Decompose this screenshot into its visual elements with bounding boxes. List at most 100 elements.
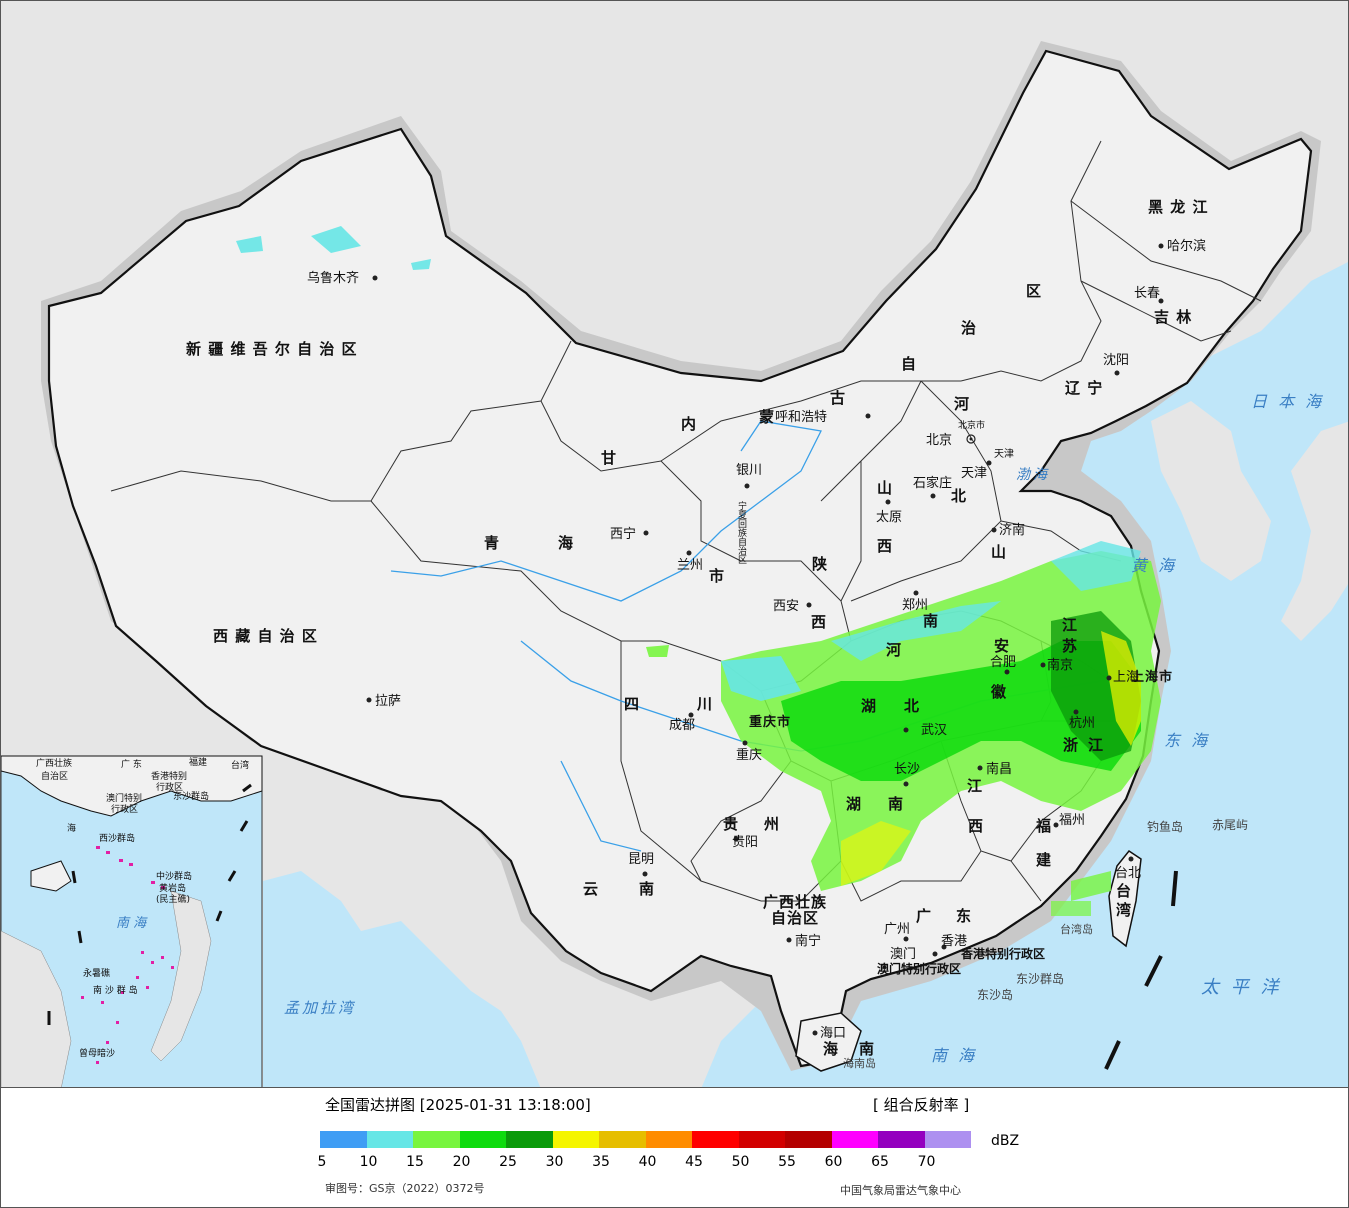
city-shijiazhuang: 石家庄 — [913, 475, 952, 491]
city-markers — [366, 243, 1164, 1036]
legend-tick-label: 65 — [871, 1154, 889, 1170]
city-guangzhou: 广州 — [884, 922, 910, 937]
svg-text:曾母暗沙: 曾母暗沙 — [79, 1047, 115, 1059]
label-yunnan-2: 南 — [639, 880, 655, 898]
label-shaanxi-2: 西 — [811, 613, 827, 631]
svg-text:台湾: 台湾 — [231, 759, 249, 771]
label-taiwan-1: 台 — [1116, 882, 1132, 900]
label-chongqing: 重庆市 — [749, 714, 791, 730]
inset-labels: 广西壮族 自治区 广 东 福建 台湾 海 香港特别 行政区 澳门特别 行政区 东… — [36, 756, 249, 1059]
svg-text:广 东: 广 东 — [121, 758, 142, 770]
city-shenyang: 沈阳 — [1103, 353, 1129, 368]
city-guiyang: 贵阳 — [732, 835, 758, 850]
label-beijing-city: 北京市 — [958, 419, 985, 431]
city-lanzhou: 兰州 — [677, 558, 703, 573]
label-sanzhou: 市 — [709, 567, 725, 585]
label-hunan-1: 湖 — [846, 795, 862, 813]
label-jiangsu-2: 苏 — [1062, 637, 1078, 655]
label-jiangsu-1: 江 — [1062, 616, 1078, 634]
city-beijing: 北京 — [926, 433, 952, 448]
label-nmg-4: 自 — [901, 355, 917, 373]
legend-tick-label: 30 — [545, 1154, 564, 1170]
radar-echoes — [236, 226, 1161, 916]
city-haerbin: 哈尔滨 — [1167, 238, 1206, 254]
sea-ribenhai: 日 本 海 — [1251, 392, 1324, 411]
china-land — [47, 49, 1313, 1068]
city-wulumuqi: 乌鲁木齐 — [307, 270, 359, 286]
legend-tick-label: 10 — [359, 1154, 378, 1170]
city-wuhan: 武汉 — [921, 723, 947, 738]
city-zhengzhou: 郑州 — [902, 598, 928, 613]
label-macau-sar: 澳门特别行政区 — [877, 961, 961, 976]
city-chengdu: 成都 — [669, 718, 695, 733]
sea-taipingyang: 太 平 洋 — [1201, 977, 1281, 998]
label-jiangxi-1: 江 — [967, 777, 983, 795]
svg-text:中沙群岛: 中沙群岛 — [156, 870, 192, 882]
label-taiwan-2: 湾 — [1116, 901, 1132, 919]
label-shanxi-1: 山 — [877, 479, 893, 497]
city-xian: 西安 — [773, 599, 799, 614]
label-nmg-6: 区 — [1026, 282, 1042, 300]
legend-tick-label: 60 — [824, 1154, 843, 1170]
legend-swatch — [785, 1131, 832, 1148]
legend-tick-label: 5 — [317, 1154, 327, 1170]
legend-unit: dBZ — [991, 1133, 1020, 1149]
label-henan-2: 南 — [923, 612, 939, 630]
label-zhejiang-2: 江 — [1088, 736, 1104, 754]
city-tianjin: 天津 — [961, 466, 987, 481]
sea-huanghai: 黄 海 — [1131, 556, 1177, 575]
label-nmg-2: 蒙 — [759, 408, 775, 426]
label-fujian-1: 福 — [1035, 817, 1052, 835]
label-nmg-1: 内 — [681, 415, 697, 433]
legend-tick-label: 35 — [592, 1154, 610, 1170]
legend-title: 全国雷达拼图 [2025-01-31 13:18:00] — [325, 1096, 591, 1114]
label-hainan-1: 海 — [823, 1040, 839, 1058]
legend-tick-label: 15 — [406, 1154, 424, 1170]
legend-swatch — [366, 1131, 413, 1148]
label-gansu: 甘 — [601, 449, 617, 467]
legend-color-bar — [320, 1131, 971, 1148]
hainan-island — [795, 1012, 862, 1072]
label-guangdong-2: 东 — [956, 907, 972, 925]
city-nanjing: 南京 — [1047, 657, 1073, 673]
svg-text:澳门特别: 澳门特别 — [106, 792, 142, 804]
label-ningxia: 宁夏回族自治区 — [736, 500, 747, 564]
city-changsha: 长沙 — [894, 762, 920, 777]
label-guangxi-2: 自治区 — [771, 909, 819, 927]
legend-swatch — [599, 1131, 646, 1148]
city-hefei: 合肥 — [990, 655, 1016, 670]
label-guangxi-1: 广西壮族 — [763, 893, 827, 911]
taiwan-island — [1108, 849, 1142, 948]
japan-land — [1281, 421, 1348, 641]
city-nanning: 南宁 — [795, 933, 821, 949]
label-sichuan-2: 川 — [696, 695, 713, 713]
svg-text:南 沙 群 岛: 南 沙 群 岛 — [93, 984, 138, 996]
legend-swatch — [878, 1131, 925, 1148]
label-shanghai: 上海市 — [1131, 669, 1173, 685]
svg-text:行政区: 行政区 — [156, 781, 183, 793]
island-diaoyu: 钓鱼岛 — [1147, 819, 1183, 834]
label-qinghai-2: 海 — [558, 534, 574, 552]
city-haikou: 海口 — [820, 1026, 846, 1041]
bay-of-bengal — [263, 871, 541, 1087]
label-guizhou-1: 贵 — [723, 815, 739, 833]
label-sichuan-1: 四 — [624, 695, 640, 713]
label-shanxi-2: 西 — [877, 537, 893, 555]
label-hubei-1: 湖 — [861, 697, 877, 715]
svg-text:香港特别: 香港特别 — [151, 770, 187, 782]
city-jinan: 济南 — [999, 522, 1025, 538]
city-chongqing: 重庆 — [736, 747, 762, 763]
legend-tick-label: 20 — [452, 1154, 471, 1170]
svg-text:行政区: 行政区 — [111, 803, 138, 815]
sea-bohai: 渤海 — [1016, 467, 1050, 483]
legend-tick-label: 70 — [917, 1154, 936, 1170]
island-dongsha-dao: 东沙岛 — [977, 987, 1013, 1002]
korea-japan-land — [1151, 401, 1271, 581]
city-xining: 西宁 — [610, 526, 636, 542]
city-yinchuan: 银川 — [736, 463, 762, 478]
sea-nanhai: 南 海 — [931, 1046, 977, 1065]
legend-swatch — [924, 1131, 971, 1148]
label-guangdong-1: 广 — [916, 907, 932, 925]
legend-tick-label: 55 — [778, 1154, 796, 1170]
scs-inset — [1, 755, 263, 1087]
